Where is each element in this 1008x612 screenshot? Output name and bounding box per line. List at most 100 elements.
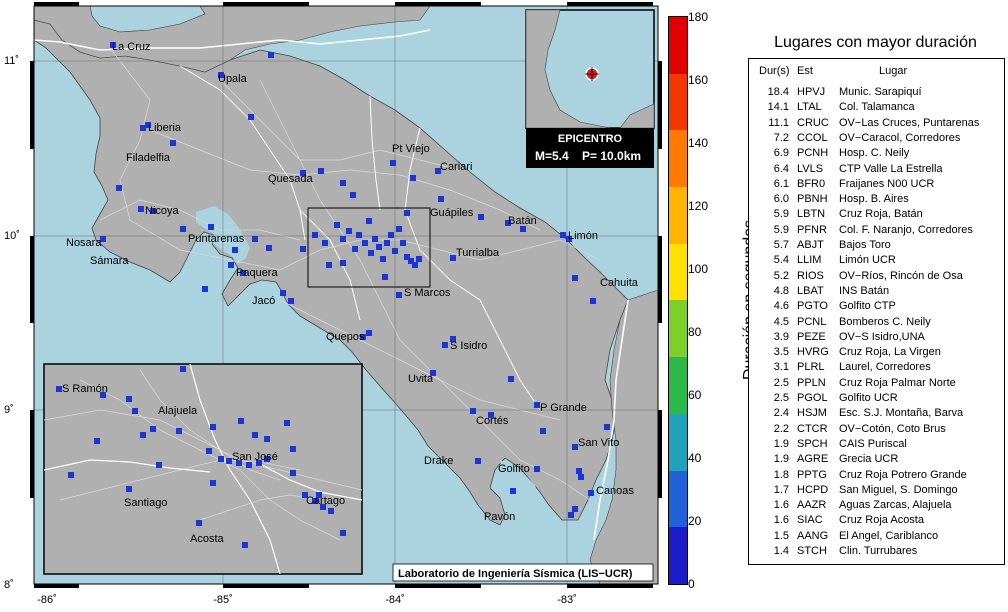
province-boundaries [179,65,541,411]
cell-duration: 1.6 [773,514,789,527]
cell-station: AANG [797,529,829,542]
cell-place: Munic. Sarapiquí [839,86,922,98]
station-marker [94,438,100,444]
cell-duration: 6.1 [773,177,789,190]
place-label: Sámara [90,255,129,267]
station-marker [318,168,324,174]
header-lugar: Lugar [879,65,908,77]
place-label: Golfito [498,463,530,475]
place-label: Cariari [440,161,472,173]
station-marker [366,330,372,336]
place-label: Nosara [66,237,102,249]
station-marker [572,275,578,281]
station-marker [196,520,202,526]
cell-duration: 6.9 [773,147,789,160]
station-marker [302,492,308,498]
station-marker [604,424,610,430]
cell-duration: 2.5 [773,376,789,389]
place-label: S Isidro [450,340,487,352]
station-marker [132,408,138,414]
cell-duration: 1.5 [773,529,789,542]
inset-place-label: Santiago [124,497,167,509]
cell-place: Esc. S.J. Montaña, Barva [839,407,964,420]
station-marker [180,226,186,232]
cell-duration: 2.4 [773,407,789,420]
cell-duration: 1.4 [773,545,789,557]
station-marker [140,125,146,131]
epicenter-title: EPICENTRO [558,133,623,145]
zoom-rectangle [307,207,431,288]
cell-duration: 2.2 [773,422,789,435]
place-label: Guápiles [430,207,474,219]
cell-place: OV−Las Cruces, Puntarenas [839,116,980,129]
inset-place-label: Alajuela [158,405,198,417]
place-label: P Grande [540,402,587,414]
place-label: La Cruz [112,41,151,53]
lon-tick-label: -84˚ [385,594,405,606]
table-row: 5.4 LLIM Limón UCR [749,254,1004,269]
epicenter-inset: EPICENTRO M=5.4 P= 10.0km [525,9,655,168]
station-marker [290,446,296,452]
table-row: 1.7 HCPD San Miguel, S. Domingo [749,484,1004,499]
station-marker [300,170,306,176]
cell-duration: 6.4 [773,162,789,175]
cell-station: HPVJ [797,86,826,98]
table-row: 2.5 PPLN Cruz Roja Palmar Norte [749,377,1004,392]
station-marker [566,236,572,242]
place-label: Quepos [326,331,365,343]
duration-table: Dur(s) Est Lugar 18.4 HPVJ Munic. Sarapiqu… [748,58,1005,565]
cell-place: Limón UCR [839,254,896,267]
table-row: 18.4 HPVJ Munic. Sarapiquí [749,86,1004,101]
station-marker [210,480,216,486]
station-marker [400,240,406,246]
stations [100,42,610,518]
colorbar-segment [669,300,687,358]
station-marker [576,468,582,474]
table-row: 3.9 PEZE OV−S Isidro,UNA [749,331,1004,346]
header-dur: Dur(s) [759,65,790,77]
station-marker [312,232,318,238]
lat-tick-label: 8˚ [4,579,14,591]
station-marker [590,298,596,304]
station-marker [412,262,418,268]
cell-duration: 4.5 [773,315,789,328]
cell-station: PPLN [797,376,826,389]
cell-place: OV−Caracol, Corredores [839,131,961,144]
header-est: Est [797,65,813,77]
table-row: 1.6 AAZR Aguas Zarcas, Alajuela [749,499,1004,514]
colorbar-tick-label: 120 [688,199,709,213]
place-label: Upala [218,73,248,85]
epicenter-depth: P= 10.0km [582,149,641,163]
station-marker [288,298,294,304]
station-marker [206,448,212,454]
cell-duration: 1.8 [773,468,789,481]
station-marker [150,426,156,432]
colorbar-tick-label: 160 [688,73,709,87]
cell-station: CCOL [797,131,828,144]
station-marker [208,224,214,230]
station-marker [350,192,356,198]
station-marker [256,460,262,466]
cell-station: PFNR [797,223,827,236]
station-marker [478,214,484,220]
cell-place: Bajos Toro [839,239,891,251]
station-marker [280,290,286,296]
station-marker [376,244,382,250]
station-marker [382,274,388,280]
station-marker [320,504,326,510]
station-marker [150,208,156,214]
cell-station: LLIM [797,254,822,267]
station-marker [390,160,396,166]
station-marker [396,226,402,232]
station-marker [145,122,151,128]
place-label: Quesada [268,173,314,185]
cell-duration: 5.9 [773,223,789,236]
table-row: 7.2 CCOL OV−Caracol, Corredores [749,132,1004,147]
station-marker [475,458,481,464]
station-marker [352,246,358,252]
cell-place: Col. Talamanca [839,101,915,114]
cell-station: PGOL [797,392,828,404]
station-marker [540,428,546,434]
station-marker [126,486,132,492]
station-marker [100,392,106,398]
